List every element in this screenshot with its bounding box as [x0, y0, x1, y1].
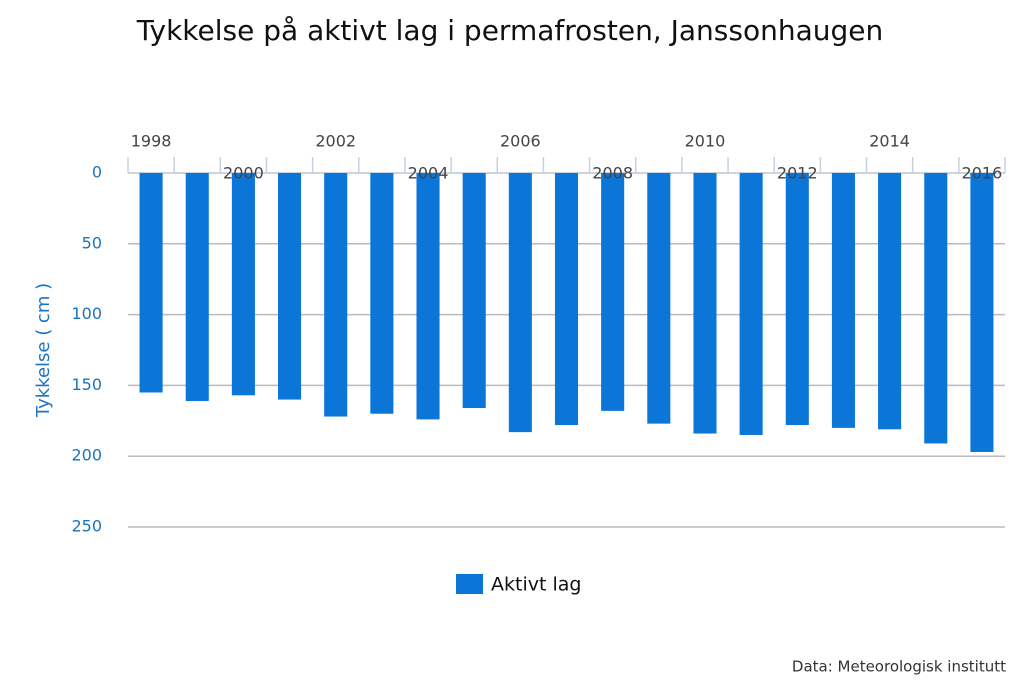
- x-tick-label: 1998: [131, 132, 172, 151]
- bar: [878, 173, 902, 430]
- bar: [924, 173, 948, 444]
- bar: [416, 173, 440, 420]
- legend-swatch: [456, 574, 483, 594]
- bar: [601, 173, 625, 411]
- bar: [554, 173, 579, 426]
- bar: [831, 173, 855, 428]
- x-tick-label: 2014: [869, 132, 910, 151]
- x-tick-label: 2006: [500, 132, 541, 151]
- x-tick-label: 2012: [777, 164, 818, 183]
- bar: [693, 173, 717, 434]
- x-tick-label: 2004: [408, 164, 449, 183]
- bar: [508, 173, 532, 433]
- y-tick-label: 250: [71, 517, 102, 536]
- bar: [278, 173, 302, 400]
- bar: [462, 173, 486, 409]
- y-tick-label: 150: [71, 375, 102, 394]
- y-tick-label: 200: [71, 446, 102, 465]
- x-tick-label: 2002: [315, 132, 356, 151]
- bar: [785, 173, 809, 426]
- x-tick-label: 2016: [962, 164, 1003, 183]
- y-axis-label: Tykkelse ( cm ): [33, 283, 54, 418]
- chart-title: Tykkelse på aktivt lag i permafrosten, J…: [136, 14, 883, 47]
- x-tick-label: 2000: [223, 164, 264, 183]
- bar: [185, 173, 209, 401]
- y-tick-label: 50: [82, 233, 102, 252]
- legend-label: Aktivt lag: [491, 574, 581, 596]
- x-tick-label: 2008: [592, 164, 633, 183]
- source: Data: Meteorologisk institutt: [792, 658, 1006, 676]
- bar: [370, 173, 394, 414]
- x-tick-label: 2010: [685, 132, 726, 151]
- bar: [139, 173, 163, 393]
- bar: [324, 173, 348, 417]
- bar: [231, 173, 255, 396]
- y-tick-label: 0: [92, 163, 102, 182]
- bar: [970, 173, 994, 452]
- bar: [739, 173, 763, 435]
- y-tick-label: 100: [71, 304, 102, 323]
- bar: [647, 173, 671, 424]
